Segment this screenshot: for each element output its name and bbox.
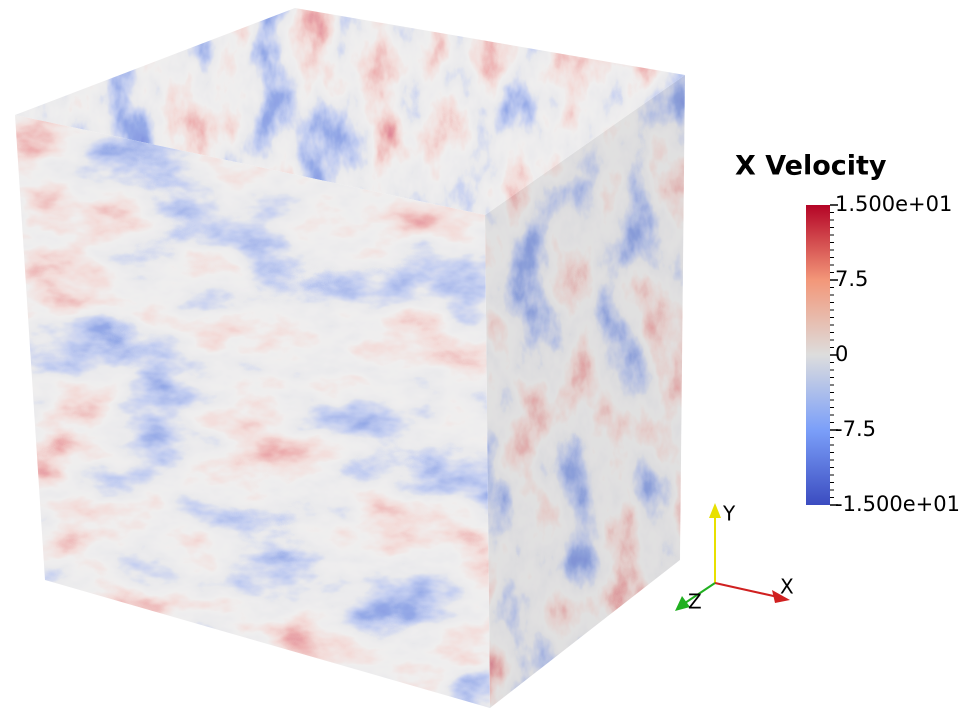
colorbar-gradient [806, 205, 830, 505]
page: X Velocity 1.500e+01 7.5 0 -7.5 -1.500e+01 Y… [0, 0, 967, 710]
view: X Velocity 1.500e+01 7.5 0 -7.5 -1.500e+01 Y… [0, 0, 967, 710]
axis-label: Y [722, 502, 736, 526]
cube [0, 0, 700, 710]
colorbar-title: X Velocity [735, 151, 887, 182]
colorbar: X Velocity 1.500e+01 7.5 0 -7.5 -1.500e+01 [735, 151, 960, 517]
y-arrow [709, 503, 721, 518]
axes-triad: Y X Z [675, 502, 794, 614]
axis-label: X [780, 575, 794, 599]
tick-label: 1.500e+01 [835, 192, 952, 216]
axis-label: Z [688, 590, 702, 614]
tick-label: -1.500e+01 [835, 492, 960, 516]
tick-label: 0 [835, 342, 848, 366]
tick-label: -7.5 [835, 417, 876, 441]
x-axis [715, 583, 778, 597]
tick-label: 7.5 [835, 267, 868, 291]
